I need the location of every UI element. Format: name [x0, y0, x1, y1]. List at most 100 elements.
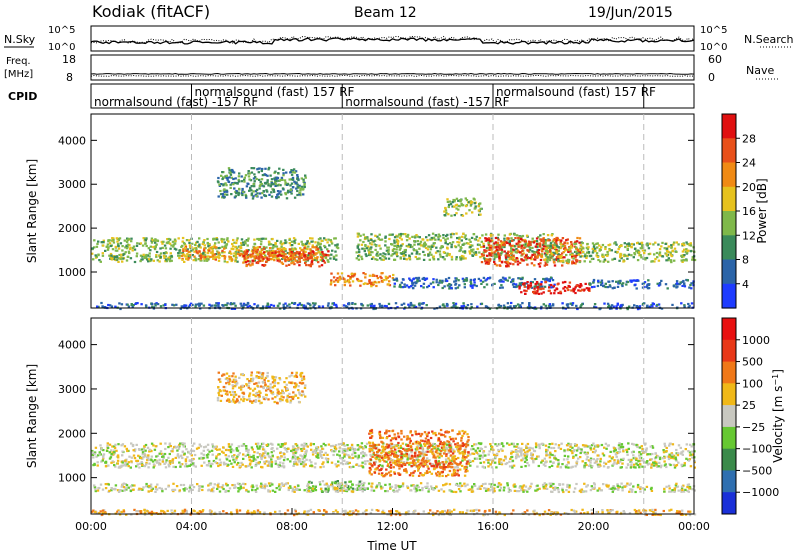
- echo-cell: [627, 463, 630, 467]
- echo-cell: [671, 303, 674, 306]
- echo-cell: [684, 250, 687, 253]
- echo-cell: [432, 447, 435, 450]
- echo-cell: [544, 464, 547, 467]
- echo-cell: [469, 453, 472, 456]
- echo-cell: [223, 463, 226, 466]
- echo-cell: [164, 247, 168, 250]
- echo-cell: [587, 252, 591, 255]
- echo-cell: [277, 196, 280, 199]
- echo-cell: [563, 454, 567, 457]
- echo-cell: [233, 241, 236, 244]
- echo-cell: [296, 261, 299, 264]
- echo-cell: [247, 175, 251, 178]
- echo-cell: [222, 446, 225, 449]
- echo-cell: [591, 465, 594, 468]
- echo-cell: [189, 452, 192, 455]
- echo-cell: [686, 249, 689, 252]
- echo-cell: [280, 243, 284, 246]
- echo-cell: [202, 249, 206, 252]
- ytick-label: 3000: [58, 178, 86, 191]
- echo-cell: [215, 455, 218, 458]
- echo-cell: [487, 465, 490, 468]
- echo-cell: [252, 252, 255, 255]
- echo-cell: [317, 251, 320, 254]
- echo-cell: [393, 258, 396, 261]
- echo-cell: [572, 261, 575, 264]
- echo-cell: [362, 272, 365, 275]
- echo-cell: [535, 457, 538, 460]
- echo-cell: [315, 246, 318, 249]
- echo-cell: [652, 464, 656, 467]
- echo-cell: [563, 449, 566, 452]
- echo-cell: [385, 460, 388, 463]
- echo-cell: [444, 214, 447, 217]
- echo-cell: [113, 445, 116, 448]
- echo-cell: [172, 304, 176, 307]
- echo-cell: [109, 256, 112, 259]
- echo-cell: [135, 465, 138, 468]
- echo-cell: [409, 301, 413, 305]
- echo-cell: [219, 189, 222, 193]
- echo-cell: [283, 446, 286, 450]
- noise-right-tick-bottom: 10^0: [700, 42, 727, 53]
- echo-cell: [343, 459, 346, 462]
- echo-cell: [126, 237, 129, 240]
- echo-cell: [246, 244, 249, 247]
- echo-cell: [106, 446, 110, 449]
- echo-cell: [621, 284, 624, 288]
- echo-cell: [609, 460, 612, 463]
- echo-cell: [529, 284, 533, 287]
- echo-cell: [275, 180, 278, 183]
- echo-cell: [574, 465, 577, 468]
- echo-cell: [613, 286, 616, 289]
- echo-cell: [209, 251, 213, 254]
- echo-cell: [351, 302, 354, 305]
- echo-cell: [443, 443, 446, 446]
- echo-cell: [478, 237, 482, 240]
- echo-cell: [498, 306, 501, 309]
- echo-cell: [222, 183, 225, 186]
- echo-cell: [279, 451, 282, 455]
- echo-cell: [508, 465, 512, 468]
- echo-cell: [126, 243, 130, 246]
- echo-cell: [520, 244, 524, 247]
- echo-cell: [211, 249, 214, 252]
- echo-cell: [291, 247, 294, 250]
- echo-cell: [374, 245, 378, 248]
- echo-cell: [665, 247, 669, 250]
- echo-cell: [208, 249, 211, 252]
- echo-cell: [671, 455, 674, 458]
- echo-cell: [116, 240, 119, 243]
- echo-cell: [334, 463, 337, 466]
- echo-cell: [171, 458, 175, 461]
- echo-cell: [535, 251, 538, 254]
- echo-cell: [444, 238, 447, 241]
- echo-cell: [400, 244, 403, 247]
- echo-cell: [600, 279, 604, 282]
- echo-cell: [552, 239, 556, 242]
- echo-cell: [258, 178, 261, 181]
- echo-cell: [597, 258, 600, 262]
- echo-cell: [343, 449, 346, 452]
- echo-cell: [518, 287, 521, 290]
- echo-cell: [214, 445, 217, 449]
- echo-cell: [487, 262, 490, 265]
- echo-cell: [317, 249, 320, 252]
- echo-cell: [141, 451, 145, 454]
- echo-cell: [616, 302, 619, 305]
- echo-cell: [591, 247, 594, 250]
- echo-cell: [295, 187, 298, 190]
- echo-cell: [592, 245, 596, 248]
- echo-cell: [363, 460, 367, 463]
- echo-cell: [387, 249, 390, 252]
- echo-cell: [247, 448, 250, 451]
- echo-cell: [498, 264, 501, 267]
- echo-cell: [319, 449, 322, 452]
- echo-cell: [317, 456, 320, 459]
- echo-cell: [274, 182, 277, 185]
- echo-cell: [211, 255, 215, 258]
- echo-cell: [167, 446, 170, 449]
- echo-cell: [552, 251, 555, 254]
- echo-cell: [531, 246, 534, 249]
- echo-cell: [565, 239, 568, 242]
